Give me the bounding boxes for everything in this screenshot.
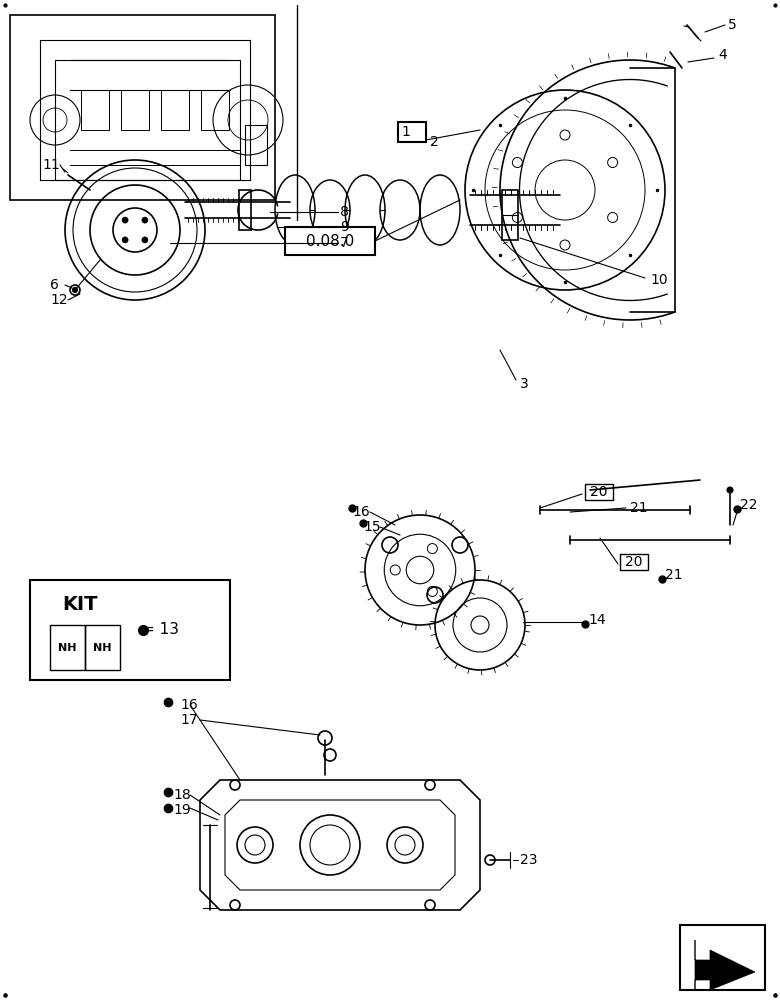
Bar <box>50 625 85 670</box>
Circle shape <box>142 217 148 223</box>
Text: 14: 14 <box>588 613 605 627</box>
Bar <box>285 227 375 255</box>
Text: 15: 15 <box>363 520 381 534</box>
Text: 20: 20 <box>590 485 608 499</box>
Bar <box>10 15 275 200</box>
Bar <box>680 925 765 990</box>
Bar <box>585 484 613 500</box>
Polygon shape <box>695 940 755 990</box>
Text: 6: 6 <box>50 278 58 292</box>
Circle shape <box>122 217 128 223</box>
Bar <box>245 125 267 165</box>
Text: 3: 3 <box>520 377 529 391</box>
Circle shape <box>142 237 148 243</box>
Bar <box>161 90 189 130</box>
Text: 21: 21 <box>665 568 682 582</box>
Text: 12: 12 <box>50 293 68 307</box>
Text: 9: 9 <box>340 220 349 234</box>
Text: 17: 17 <box>180 713 197 727</box>
Text: 21: 21 <box>630 501 647 515</box>
Bar <box>121 90 149 130</box>
Text: 18: 18 <box>173 788 191 802</box>
Text: NH: NH <box>58 643 76 653</box>
Text: 16: 16 <box>180 698 198 712</box>
Text: = 13: = 13 <box>141 622 179 638</box>
Text: 23: 23 <box>520 853 537 867</box>
Bar <box>239 190 251 230</box>
Text: 11: 11 <box>42 158 60 172</box>
Circle shape <box>73 288 77 292</box>
Text: 4: 4 <box>718 48 727 62</box>
Text: 20: 20 <box>625 555 643 569</box>
Bar <box>81 90 109 130</box>
Bar <box>201 90 229 130</box>
Text: 7: 7 <box>340 236 349 250</box>
Bar <box>620 554 648 570</box>
Bar <box>502 190 518 240</box>
Text: KIT: KIT <box>62 595 98 614</box>
Text: 0.08.0: 0.08.0 <box>306 233 354 248</box>
Bar <box>85 625 120 670</box>
Circle shape <box>727 487 733 493</box>
Text: NH: NH <box>93 643 112 653</box>
Text: 22: 22 <box>740 498 757 512</box>
Text: 16: 16 <box>352 505 370 519</box>
Bar <box>398 122 426 142</box>
Bar <box>30 580 230 680</box>
Text: 1: 1 <box>402 125 410 139</box>
Text: 19: 19 <box>173 803 191 817</box>
Text: 8: 8 <box>340 205 349 219</box>
Circle shape <box>122 237 128 243</box>
Text: 10: 10 <box>650 273 668 287</box>
Text: 2: 2 <box>430 135 438 149</box>
Text: 5: 5 <box>728 18 737 32</box>
